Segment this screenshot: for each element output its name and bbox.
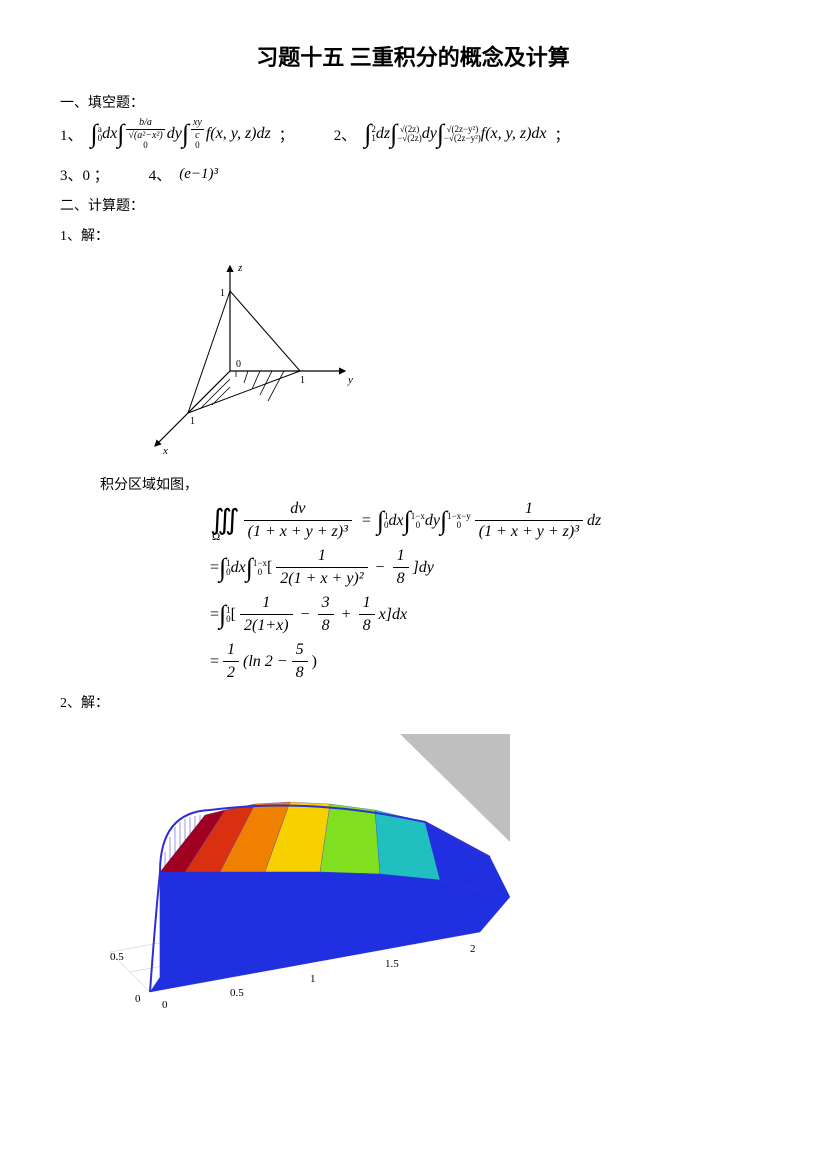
answer-4-expr: (e−1)³ — [179, 166, 218, 183]
surface-bands — [150, 802, 510, 992]
answer-3: 3、0 ； — [60, 164, 109, 185]
surface-plot: 0.5 0 0 0.5 1 1.5 2 — [80, 722, 766, 1017]
xtick-2: 2 — [470, 943, 476, 955]
surface-edge-left — [150, 872, 160, 992]
integral-2: ∫21 dz ∫√(2z)−√(2z) dy ∫√(2z−y²)−√(2z−y²… — [364, 119, 546, 149]
semi-2: ； — [555, 124, 570, 145]
xtick-1: 1 — [310, 973, 316, 985]
ytick-0: 0 — [135, 993, 141, 1005]
integral-1: ∫a0 dx ∫b/a√(a²−x²)0 dy ∫xyc0 f(x, y, z)… — [91, 118, 271, 150]
x-axis-label: x — [162, 445, 168, 457]
page-title: 习题十五 三重积分的概念及计算 — [60, 40, 766, 72]
y-tick-1: 1 — [300, 375, 305, 386]
diagram-caption: 积分区域如图， — [100, 474, 766, 494]
label-1: 1、 — [60, 124, 83, 145]
label-3: 3、0 ； — [60, 164, 109, 185]
section-calc: 二、计算题： — [60, 195, 766, 215]
row-answers-3-4: 3、0 ； 4、 (e−1)³ — [60, 164, 766, 185]
triple-integral-icon: ∭Ω — [210, 507, 240, 535]
calc-2-label: 2、解： — [60, 692, 766, 712]
answer-1: 1、 ∫a0 dx ∫b/a√(a²−x²)0 dy ∫xyc0 f(x, y,… — [60, 118, 294, 150]
z-tick-1: 1 — [220, 288, 225, 299]
answer-2: 2、 ∫21 dz ∫√(2z)−√(2z) dy ∫√(2z−y²)−√(2z… — [334, 119, 570, 149]
semi-1: ； — [279, 124, 294, 145]
equation-block: ∭Ω dv(1 + x + y + z)³ = ∫10dx ∫1−x0dy ∫1… — [210, 500, 766, 682]
answer-4: 4、 (e−1)³ — [149, 164, 218, 185]
eq-line-2: = ∫10dx ∫1−x0 [ 12(1 + x + y)² − 18 ]dy — [210, 547, 766, 588]
ytick-1: 0.5 — [110, 951, 124, 963]
xtick-05: 0.5 — [230, 987, 244, 999]
x-tick-1: 1 — [190, 416, 195, 427]
tetrahedron-diagram: z y x 0 1 1 1 — [120, 251, 380, 461]
eq-line-1: ∭Ω dv(1 + x + y + z)³ = ∫10dx ∫1−x0dy ∫1… — [210, 500, 766, 541]
eq-line-3: = ∫10 [ 12(1+x) − 38 + 18 x]dx — [210, 594, 766, 635]
xtick-0: 0 — [162, 999, 168, 1011]
eq-line-4: = 12 (ln 2 − 58 ) — [210, 641, 766, 682]
label-2: 2、 — [334, 124, 357, 145]
section-fill-blank: 一、填空题： — [60, 92, 766, 112]
label-4: 4、 — [149, 164, 172, 185]
y-axis-label: y — [347, 374, 353, 386]
calc-1-label: 1、解： — [60, 225, 766, 245]
origin-label: 0 — [236, 359, 241, 370]
z-axis-label: z — [237, 262, 243, 274]
row-answers-1-2: 1、 ∫a0 dx ∫b/a√(a²−x²)0 dy ∫xyc0 f(x, y,… — [60, 118, 766, 150]
xtick-15: 1.5 — [385, 958, 399, 970]
